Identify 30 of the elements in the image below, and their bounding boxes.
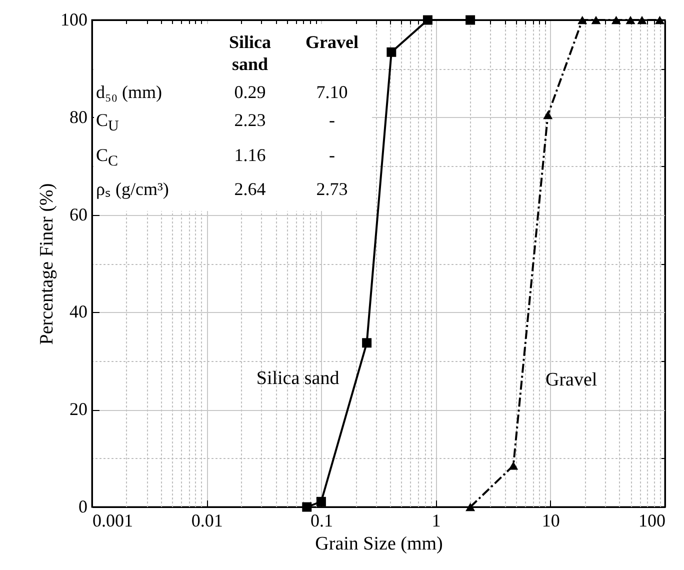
annotation: Silica sand: [228, 31, 272, 76]
y-tick-label: 20: [70, 399, 88, 420]
annotation: 2.64: [233, 178, 267, 202]
annotation: 1.16: [233, 144, 267, 167]
y-tick-label: 60: [70, 204, 88, 224]
series-label: Gravel: [546, 370, 598, 391]
x-tick-label: 0.01: [191, 510, 223, 530]
x-axis-title: Grain Size (mm): [315, 534, 443, 554]
x-tick-label: 0.001: [92, 510, 133, 530]
annotation: ρₛ (g/cm³): [96, 178, 170, 202]
x-tick-label: 10: [542, 510, 560, 530]
y-tick-label: 100: [60, 10, 88, 30]
y-tick-label: 40: [70, 302, 88, 322]
annotation: 0.29: [233, 81, 267, 104]
annotation: 2.23: [233, 109, 267, 132]
annotation: d₅₀ (mm): [96, 81, 164, 104]
y-tick-label: 80: [70, 106, 88, 127]
annotation: C$_{U}$: [96, 109, 120, 137]
annotation: 7.10: [315, 81, 349, 104]
annotation: C$_{C}$: [96, 144, 120, 172]
y-tick-label: 0: [78, 496, 88, 516]
annotation: -: [328, 109, 336, 132]
x-tick-label: 0.1: [310, 510, 333, 530]
annotation: Gravel: [304, 31, 360, 54]
series-label: Silica sand: [256, 368, 340, 389]
y-axis-title: Percentage Finer (%): [36, 183, 58, 345]
x-tick-label: 100: [638, 510, 666, 530]
x-tick-label: 1: [432, 510, 441, 530]
annotation: 2.73: [315, 178, 349, 202]
annotation: -: [328, 144, 336, 167]
